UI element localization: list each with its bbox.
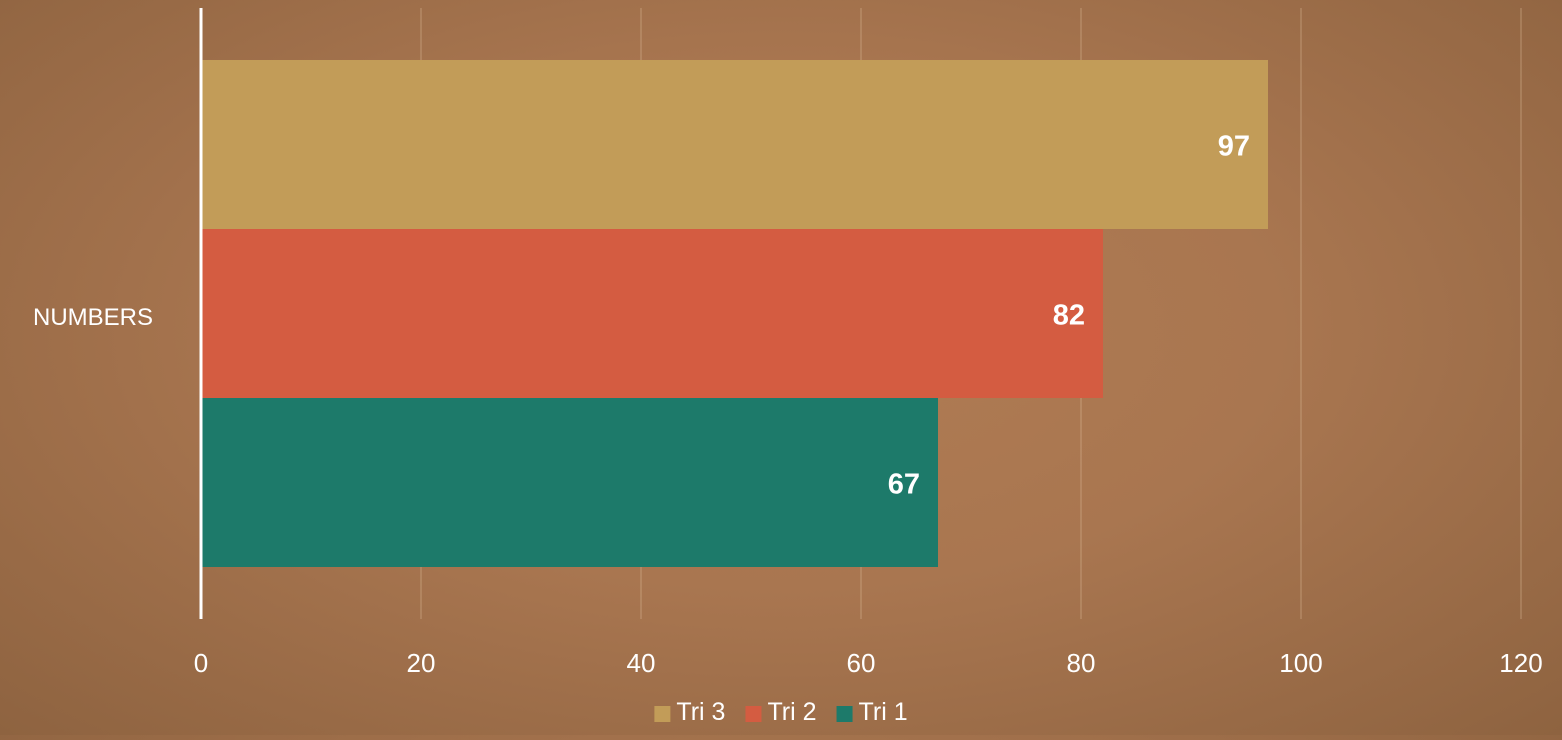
bar-tri-2 xyxy=(201,229,1103,398)
legend-label: Tri 1 xyxy=(859,698,908,726)
legend-swatch xyxy=(654,706,671,722)
x-tick-label-20: 20 xyxy=(407,648,436,678)
x-tick-label-80: 80 xyxy=(1067,648,1096,678)
data-label-tri-1: 67 xyxy=(888,469,920,501)
x-tick-label-0: 0 xyxy=(194,648,208,678)
legend-item-tri-3: Tri 3 xyxy=(654,698,725,726)
legend-label: Tri 3 xyxy=(676,698,725,726)
bar-tri-1 xyxy=(201,398,938,567)
legend-swatch xyxy=(836,706,853,722)
data-label-tri-3: 97 xyxy=(1218,131,1250,163)
x-tick-label-120: 120 xyxy=(1499,648,1542,678)
legend: Tri 3 Tri 2 Tri 1 xyxy=(654,698,908,726)
axes: NUMBERS 0 20 40 60 80 100 120 xyxy=(33,8,1543,678)
category-label: NUMBERS xyxy=(33,304,153,331)
bar-tri-3 xyxy=(201,60,1268,229)
x-tick-label-100: 100 xyxy=(1279,648,1322,678)
bars: 97 82 67 xyxy=(201,60,1268,567)
legend-swatch xyxy=(745,706,762,722)
legend-label: Tri 2 xyxy=(767,698,816,726)
legend-item-tri-2: Tri 2 xyxy=(745,698,817,726)
legend-item-tri-1: Tri 1 xyxy=(836,698,908,726)
x-tick-label-40: 40 xyxy=(627,648,656,678)
x-tick-label-60: 60 xyxy=(847,648,876,678)
data-label-tri-2: 82 xyxy=(1053,300,1085,332)
